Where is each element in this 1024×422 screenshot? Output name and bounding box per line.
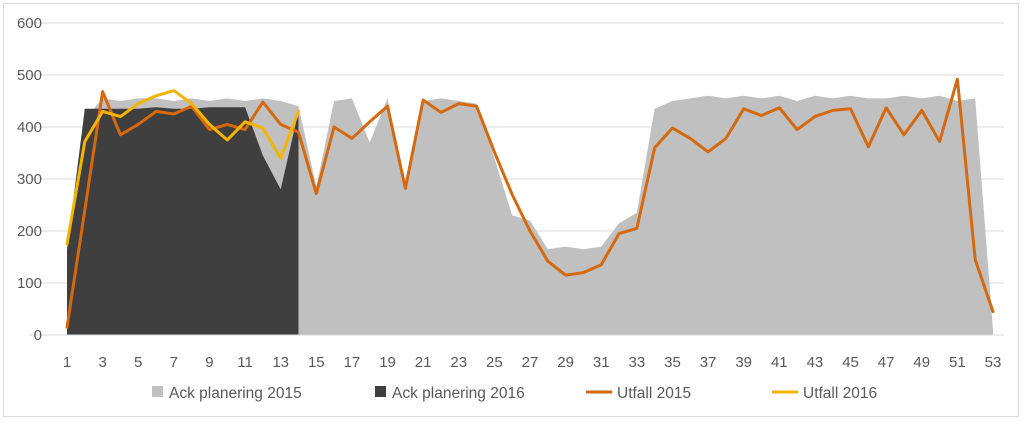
x-tick-label: 29	[557, 354, 574, 371]
legend-label-utfall-2016: Utfall 2016	[803, 385, 877, 402]
area-ack-planering-2016	[67, 107, 299, 336]
legend-label-ack-planering-2015: Ack planering 2015	[169, 385, 302, 402]
x-tick-label: 43	[807, 354, 824, 371]
legend-swatch-ack-planering-2015	[152, 386, 163, 397]
x-tick-label: 15	[308, 354, 325, 371]
y-tick-label: 0	[34, 327, 42, 344]
x-tick-label: 27	[522, 354, 539, 371]
y-tick-label: 300	[17, 171, 42, 188]
legend-swatch-ack-planering-2016	[375, 386, 386, 397]
x-tick-label: 23	[450, 354, 467, 371]
x-tick-label: 9	[205, 354, 213, 371]
legend: Ack planering 2015 Ack planering 2016 Utfa…	[152, 385, 877, 402]
x-tick-label: 47	[878, 354, 895, 371]
x-tick-label: 49	[913, 354, 930, 371]
x-tick-label: 13	[272, 354, 289, 371]
x-tick-label: 11	[237, 354, 253, 371]
line-series	[65, 77, 995, 329]
y-tick-label: 100	[17, 275, 42, 292]
y-tick-label: 200	[17, 223, 42, 240]
x-tick-label: 7	[170, 354, 178, 371]
x-tick-label: 25	[486, 354, 503, 371]
line-utfall-2015	[65, 77, 995, 329]
x-tick-label: 1	[63, 354, 71, 371]
x-tick-label: 21	[415, 354, 432, 371]
x-tick-label: 51	[949, 354, 966, 371]
y-tick-label: 600	[17, 15, 42, 32]
y-tick-label: 500	[17, 67, 42, 84]
x-tick-label: 19	[379, 354, 396, 371]
legend-label-ack-planering-2016: Ack planering 2016	[392, 385, 525, 402]
x-tick-label: 41	[771, 354, 788, 371]
x-tick-label: 33	[629, 354, 646, 371]
x-axis-ticks: 1 3 5 7 9 11 13 15 17 19 21 23 25 27 29 31 33 35 37 39 41 43 4…	[63, 354, 1002, 371]
x-tick-label: 37	[700, 354, 717, 371]
y-tick-label: 400	[17, 119, 42, 136]
x-tick-label: 5	[134, 354, 142, 371]
x-tick-label: 45	[842, 354, 859, 371]
x-tick-label: 39	[735, 354, 752, 371]
y-axis-ticks: 0 100 200 300 400 500 600	[17, 15, 42, 344]
x-tick-label: 3	[98, 354, 106, 371]
chart-frame: 0 100 200 300 400 500 600 1 3 5 7 9 11 13 15 17 19 21 23 2…	[3, 3, 1019, 417]
area-series	[67, 95, 993, 336]
legend-label-utfall-2015: Utfall 2015	[617, 385, 691, 402]
x-tick-label: 35	[664, 354, 681, 371]
x-tick-label: 53	[985, 354, 1002, 371]
x-tick-label: 31	[593, 354, 610, 371]
line-utfall-2016	[65, 89, 300, 246]
x-tick-label: 17	[344, 354, 361, 371]
